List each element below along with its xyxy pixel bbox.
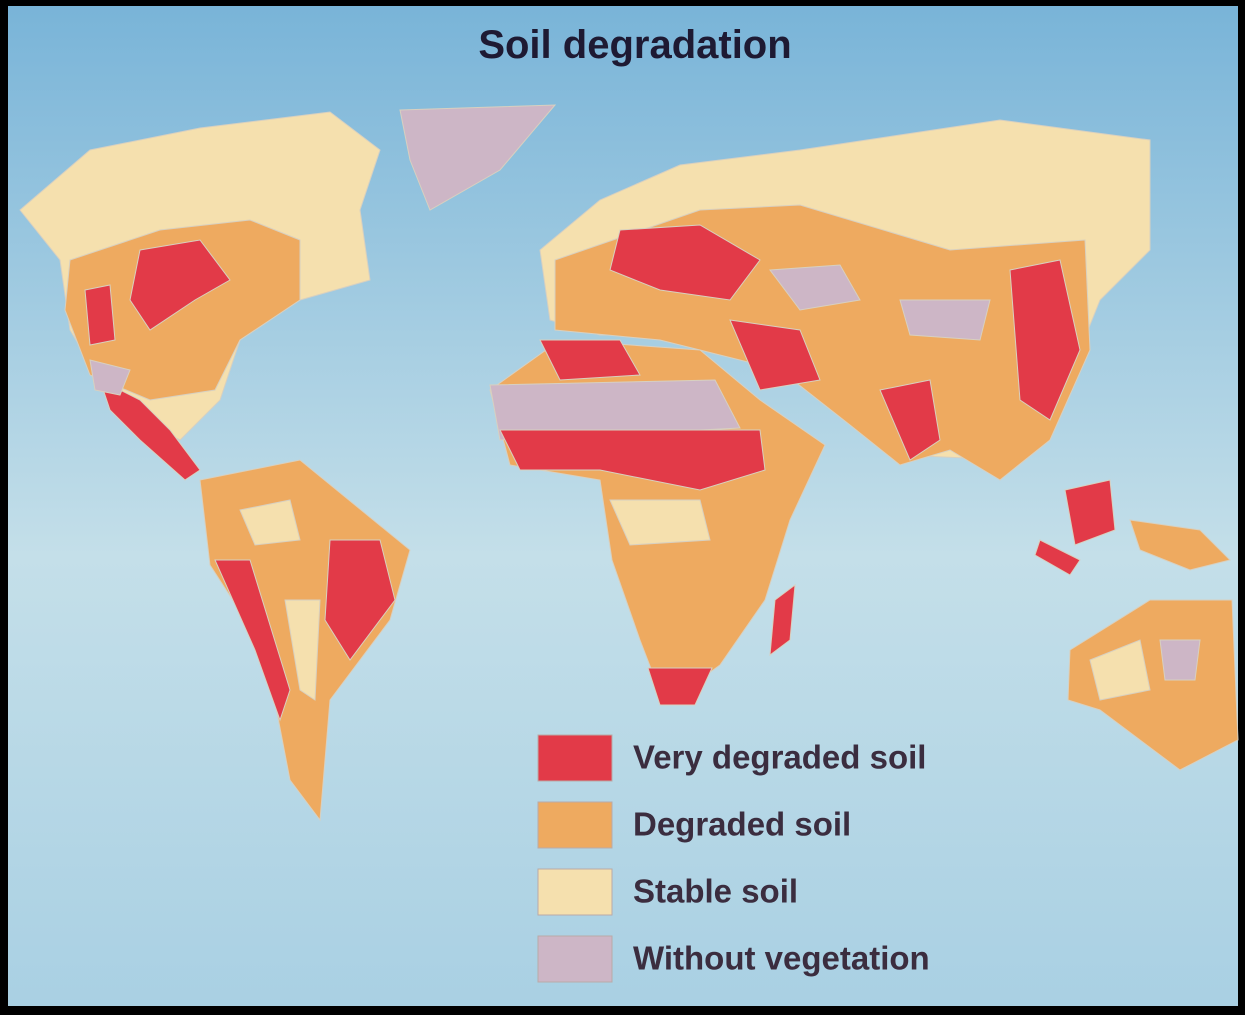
page: Soil degradation — [0, 0, 1245, 1015]
region — [900, 300, 990, 340]
legend-swatch — [538, 936, 612, 982]
legend-label: Without vegetation — [633, 940, 930, 977]
legend-label: Very degraded soil — [633, 739, 926, 776]
legend-label: Stable soil — [633, 873, 798, 910]
map-title: Soil degradation — [478, 23, 791, 67]
map: Soil degradation — [0, 0, 1245, 1015]
region — [1160, 640, 1200, 680]
legend-label: Degraded soil — [633, 806, 851, 843]
legend-swatch — [538, 869, 612, 915]
legend-swatch — [538, 735, 612, 781]
legend-swatch — [538, 802, 612, 848]
region — [85, 285, 115, 345]
